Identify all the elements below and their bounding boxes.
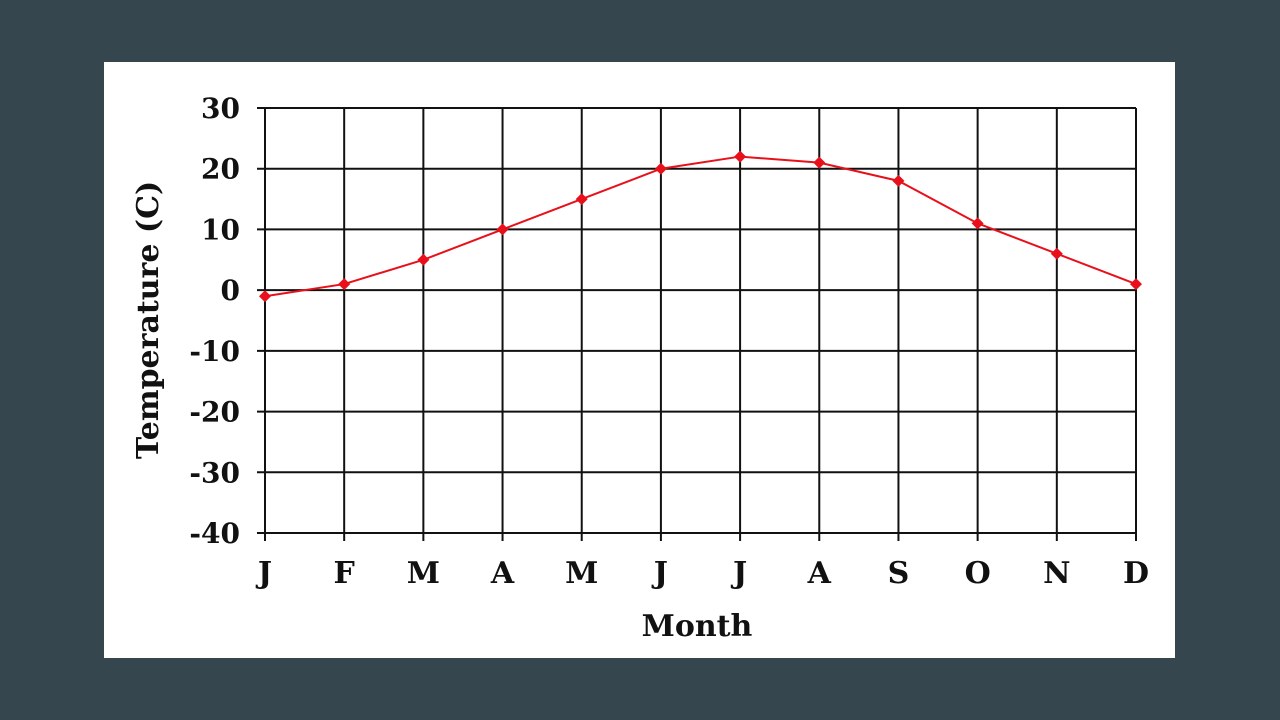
data-point-marker (892, 174, 905, 187)
data-point-marker (417, 253, 430, 266)
y-tick-label: -10 (189, 335, 240, 368)
y-tick-labels: 30 20 10 0 -10 -20 -30 -40 (189, 92, 240, 550)
y-tick-label: -30 (189, 456, 240, 489)
series-line (264, 155, 1137, 298)
y-axis-label: Temperature (C) (131, 181, 166, 459)
x-tick-label: M (407, 556, 440, 591)
x-tick-label: J (255, 556, 272, 591)
x-tick-label: M (565, 556, 598, 591)
grid (257, 107, 1137, 541)
x-tick-label: J (730, 556, 747, 591)
y-tick-label: 30 (201, 92, 240, 125)
x-tick-label: O (965, 556, 991, 591)
data-point-marker (1130, 278, 1142, 291)
y-tick-label: -20 (189, 396, 240, 429)
data-point-marker (813, 156, 826, 169)
x-tick-label: A (807, 556, 832, 591)
data-point-marker (338, 278, 351, 291)
y-tick-label: -40 (189, 517, 240, 550)
chart-panel (104, 62, 1175, 658)
data-point-marker (734, 150, 747, 163)
data-point-marker (575, 193, 588, 206)
y-tick-label: 20 (201, 153, 240, 186)
y-tick-label: 0 (221, 274, 240, 307)
data-point-marker (259, 290, 271, 303)
data-point-marker (971, 217, 984, 230)
x-tick-label: D (1123, 556, 1149, 591)
y-tick-label: 10 (201, 213, 240, 246)
x-tick-label: S (888, 556, 910, 591)
data-point-marker (1050, 247, 1063, 260)
series-temperature (259, 150, 1142, 303)
data-point-marker (496, 223, 509, 236)
x-tick-label: A (490, 556, 515, 591)
x-tick-label: F (334, 556, 355, 591)
x-tick-label: J (651, 556, 668, 591)
x-axis-label: Month (642, 609, 753, 644)
data-point-marker (654, 162, 667, 175)
x-tick-label: N (1043, 556, 1070, 591)
